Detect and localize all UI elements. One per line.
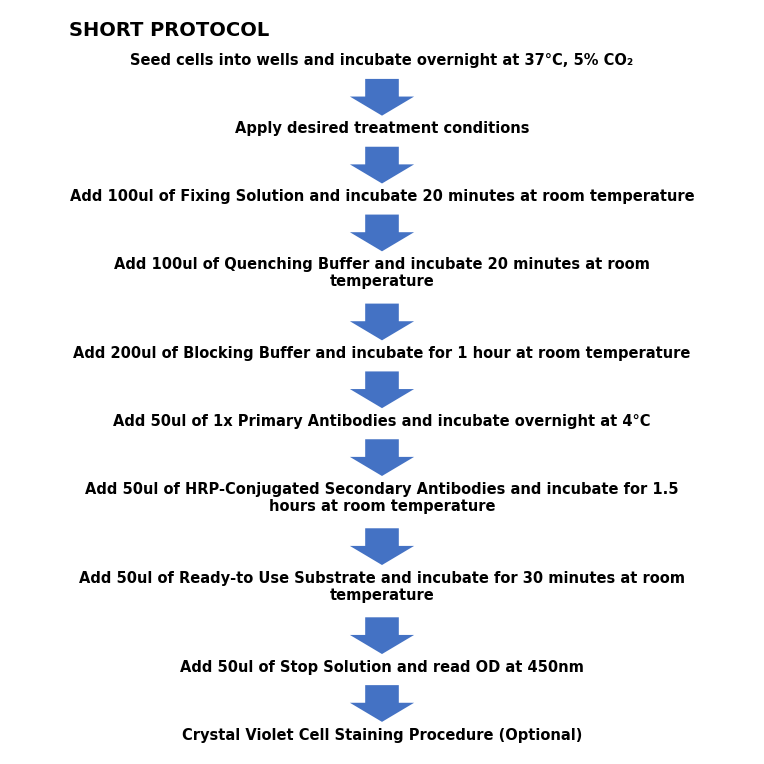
Polygon shape — [350, 439, 414, 476]
Text: Crystal Violet Cell Staining Procedure (Optional): Crystal Violet Cell Staining Procedure (… — [182, 727, 582, 743]
Polygon shape — [350, 215, 414, 251]
Text: Add 50ul of 1x Primary Antibodies and incubate overnight at 4°C: Add 50ul of 1x Primary Antibodies and in… — [113, 414, 651, 429]
Polygon shape — [350, 617, 414, 654]
Text: Add 200ul of Blocking Buffer and incubate for 1 hour at room temperature: Add 200ul of Blocking Buffer and incubat… — [73, 346, 691, 361]
Text: Add 50ul of HRP-Conjugated Secondary Antibodies and incubate for 1.5
hours at ro: Add 50ul of HRP-Conjugated Secondary Ant… — [86, 481, 678, 514]
Text: Add 50ul of Stop Solution and read OD at 450nm: Add 50ul of Stop Solution and read OD at… — [180, 659, 584, 675]
Text: SHORT PROTOCOL: SHORT PROTOCOL — [69, 21, 269, 40]
Text: Seed cells into wells and incubate overnight at 37°C, 5% CO₂: Seed cells into wells and incubate overn… — [131, 53, 633, 69]
Polygon shape — [350, 685, 414, 722]
Polygon shape — [350, 303, 414, 340]
Polygon shape — [350, 79, 414, 115]
Text: Add 100ul of Quenching Buffer and incubate 20 minutes at room
temperature: Add 100ul of Quenching Buffer and incuba… — [114, 257, 650, 290]
Polygon shape — [350, 147, 414, 183]
Polygon shape — [350, 371, 414, 408]
Text: Apply desired treatment conditions: Apply desired treatment conditions — [235, 121, 529, 136]
Polygon shape — [350, 528, 414, 565]
Text: Add 50ul of Ready-to Use Substrate and incubate for 30 minutes at room
temperatu: Add 50ul of Ready-to Use Substrate and i… — [79, 571, 685, 603]
Text: Add 100ul of Fixing Solution and incubate 20 minutes at room temperature: Add 100ul of Fixing Solution and incubat… — [70, 189, 694, 204]
